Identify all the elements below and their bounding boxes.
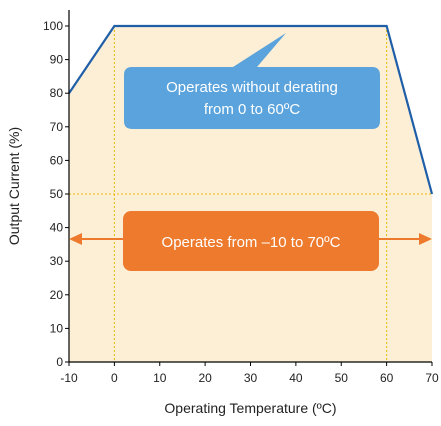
range-arrow-head-right <box>419 233 432 245</box>
x-tick-label: 30 <box>244 371 258 385</box>
y-tick-label: 70 <box>50 120 64 134</box>
range-arrow-head-left <box>69 233 82 245</box>
y-tick-label: 20 <box>50 288 64 302</box>
x-tick-label: 0 <box>111 371 118 385</box>
range-callout-box <box>123 211 379 271</box>
x-tick-label: 50 <box>335 371 349 385</box>
x-tick-label: 40 <box>289 371 303 385</box>
x-axis-title: Operating Temperature (ºC) <box>164 400 336 416</box>
x-tick-label: -10 <box>60 371 78 385</box>
y-axis-title: Output Current (%) <box>6 127 22 245</box>
derating-callout-bubble <box>124 33 380 129</box>
derating-callout-line-1: Operates without derating <box>166 79 338 96</box>
y-tick-label: 60 <box>50 153 64 167</box>
y-tick-label: 30 <box>50 254 64 268</box>
y-tick-label: 80 <box>50 86 64 100</box>
reference-lines <box>69 26 432 362</box>
range-callout-text: Operates from –10 to 70ºC <box>162 234 341 251</box>
x-tick-label: 10 <box>153 371 167 385</box>
x-tick-label: 70 <box>425 371 439 385</box>
x-tick-label: 60 <box>380 371 394 385</box>
derating-callout-line-2: from 0 to 60ºC <box>204 101 301 118</box>
y-tick-label: 90 <box>50 53 64 67</box>
y-axis-ticks: 0 10 20 30 40 50 60 70 80 90 100 <box>43 19 69 369</box>
x-axis-ticks: -10 0 10 20 30 40 50 60 70 <box>60 362 439 385</box>
y-tick-label: 10 <box>50 321 64 335</box>
y-tick-label: 40 <box>50 221 64 235</box>
derating-curve-line <box>68 24 434 195</box>
y-tick-label: 100 <box>43 19 63 33</box>
y-tick-label: 0 <box>56 355 63 369</box>
y-tick-label: 50 <box>50 187 64 201</box>
x-tick-label: 20 <box>198 371 212 385</box>
